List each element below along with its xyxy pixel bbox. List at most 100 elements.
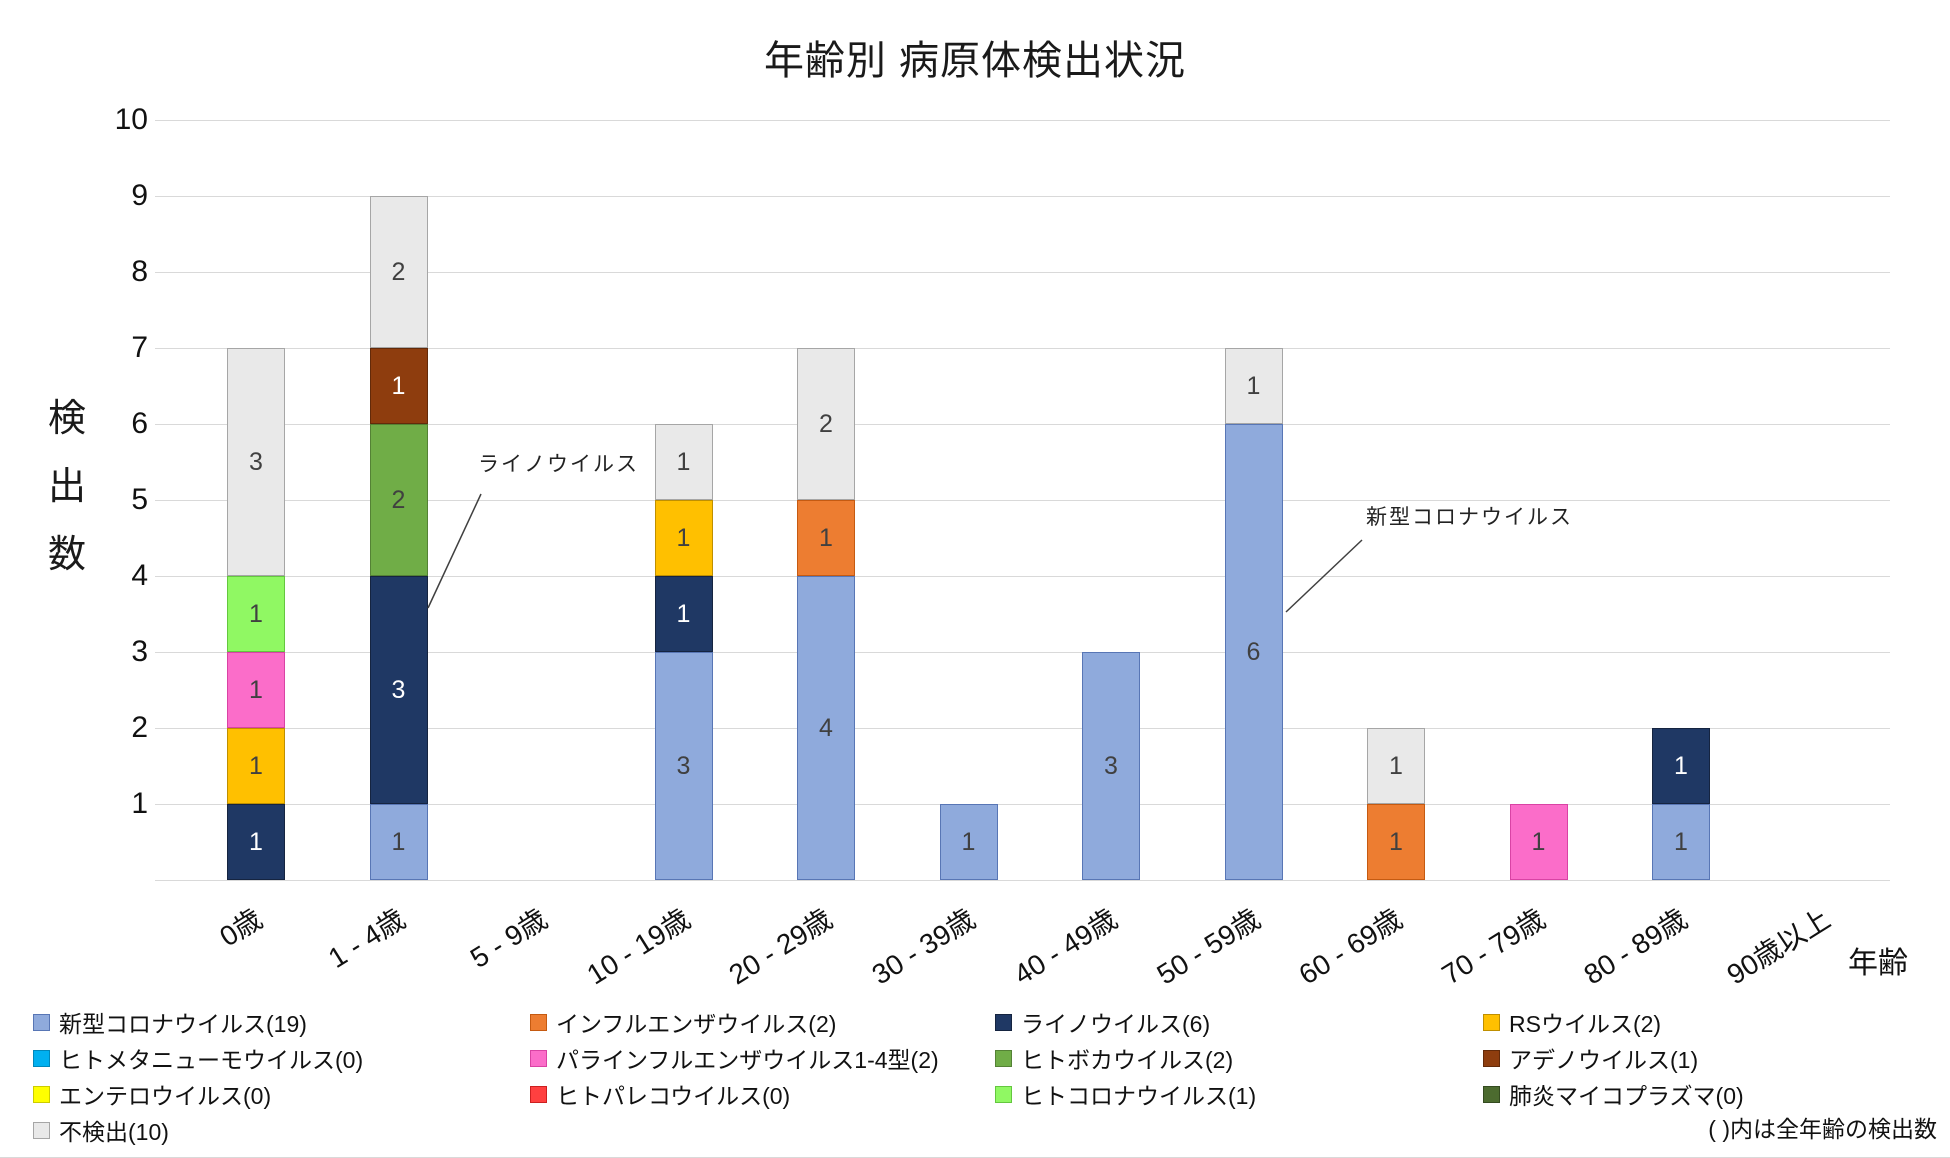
y-axis-title: 検 出 数: [48, 400, 86, 574]
legend-item: ライノウイルス(6): [995, 1005, 1483, 1039]
legend-swatch: [530, 1013, 547, 1031]
legend-swatch: [995, 1085, 1012, 1103]
gridline: [155, 348, 1890, 349]
gridline: [155, 652, 1890, 653]
legend-item: 肺炎マイコプラズマ(0): [1483, 1077, 1933, 1111]
segment-value-label: 1: [249, 751, 263, 780]
bar-segment: 3: [654, 652, 713, 880]
bar-segment: 1: [227, 576, 285, 652]
legend-label: 不検出(10): [59, 1119, 169, 1145]
bar-segment: 1: [797, 500, 855, 576]
legend-label: パラインフルエンザウイルス1-4型(2): [556, 1047, 939, 1073]
legend-swatch: [33, 1085, 50, 1103]
annotation-line: [427, 493, 482, 609]
bar-segment: 1: [369, 804, 428, 880]
bar-segment: 3: [369, 576, 428, 804]
bar-segment: 1: [654, 576, 713, 652]
bar-segment: 1: [227, 804, 285, 880]
segment-value-label: 1: [1531, 827, 1546, 856]
gridline: [155, 272, 1890, 273]
gridline: [155, 804, 1890, 805]
legend-item: 不検出(10): [33, 1113, 530, 1147]
legend-label: ヒトパレコウイルス(0): [556, 1083, 791, 1109]
y-tick-label: 5: [131, 483, 148, 516]
annotation-label: ライノウイルス: [478, 453, 639, 476]
gridline: [155, 728, 1890, 729]
gridline: [155, 196, 1890, 197]
legend-item: エンテロウイルス(0): [33, 1077, 530, 1111]
legend-item: 新型コロナウイルス(19): [33, 1005, 530, 1039]
legend-label: インフルエンザウイルス(2): [556, 1011, 837, 1037]
y-axis-title-char: 検: [48, 398, 87, 440]
legend-item: アデノウイルス(1): [1483, 1041, 1933, 1075]
segment-value-label: 1: [1246, 371, 1261, 400]
segment-value-label: 1: [676, 523, 691, 552]
bar-segment: 2: [369, 424, 428, 576]
legend-item: ヒトボカウイルス(2): [995, 1041, 1483, 1075]
chart-title: 年齢別 病原体検出状況: [763, 39, 1187, 83]
segment-value-label: 3: [676, 751, 691, 780]
segment-value-label: 1: [249, 827, 263, 856]
segment-value-label: 2: [819, 409, 833, 438]
x-axis-title: 年齢: [1848, 947, 1908, 980]
segment-value-label: 1: [961, 827, 976, 856]
gridline: [155, 120, 1890, 121]
y-axis-title-char: 出: [48, 466, 87, 508]
segment-value-label: 6: [1246, 637, 1261, 666]
segment-value-label: 1: [819, 523, 833, 552]
segment-value-label: 1: [1674, 827, 1688, 856]
legend-swatch: [1483, 1049, 1500, 1067]
legend-label: エンテロウイルス(0): [59, 1083, 272, 1109]
segment-value-label: 3: [391, 675, 406, 704]
legend-label: ヒトボカウイルス(2): [1021, 1047, 1234, 1073]
segment-value-label: 1: [249, 599, 263, 628]
bar-segment: 1: [227, 728, 285, 804]
legend-item: インフルエンザウイルス(2): [530, 1005, 995, 1039]
annotation-label: 新型コロナウイルス: [1366, 506, 1573, 529]
segment-value-label: 3: [1104, 751, 1118, 780]
legend-label: RSウイルス(2): [1509, 1011, 1662, 1037]
bar-segment: 1: [1509, 804, 1568, 880]
segment-value-label: 2: [391, 485, 406, 514]
bar-segment: 1: [654, 500, 713, 576]
segment-value-label: 1: [1389, 751, 1403, 780]
legend-label: ライノウイルス(6): [1021, 1011, 1211, 1037]
legend-swatch: [1483, 1013, 1500, 1031]
segment-value-label: 1: [391, 827, 406, 856]
bar-segment: 2: [369, 196, 428, 348]
legend-item: パラインフルエンザウイルス1-4型(2): [530, 1041, 995, 1075]
legend-label: アデノウイルス(1): [1509, 1047, 1699, 1073]
legend-swatch: [33, 1049, 50, 1067]
bar-segment: 3: [227, 348, 285, 576]
y-tick-label: 1: [131, 787, 148, 820]
legend-swatch: [995, 1049, 1012, 1067]
bar-segment: 6: [1224, 424, 1283, 880]
y-tick-label: 6: [131, 407, 148, 440]
legend-swatch: [33, 1013, 50, 1031]
x-axis-line: [155, 880, 1890, 881]
bar-segment: 2: [797, 348, 855, 500]
segment-value-label: 2: [391, 257, 406, 286]
gridline: [155, 576, 1890, 577]
bar-segment: 1: [939, 804, 998, 880]
legend-label: ヒトコロナウイルス(1): [1021, 1083, 1257, 1109]
legend-label: 新型コロナウイルス(19): [59, 1011, 307, 1037]
bar-segment: 1: [1367, 804, 1425, 880]
y-axis-title-char: 数: [48, 534, 87, 576]
y-tick-label: 7: [131, 331, 148, 364]
bar-segment: 1: [227, 652, 285, 728]
legend-swatch: [530, 1085, 547, 1103]
legend-item: ヒトメタニューモウイルス(0): [33, 1041, 530, 1075]
y-tick-label: 4: [131, 559, 148, 592]
bar-segment: 1: [1652, 728, 1710, 804]
segment-value-label: 1: [249, 675, 263, 704]
bar-segment: 4: [797, 576, 855, 880]
legend-footnote: ( )内は全年齢の検出数: [1708, 1116, 1937, 1142]
legend-swatch: [1483, 1085, 1500, 1103]
gridline: [155, 500, 1890, 501]
segment-value-label: 4: [819, 713, 833, 742]
y-tick-label: 2: [131, 711, 148, 744]
legend-item: RSウイルス(2): [1483, 1005, 1933, 1039]
y-tick-label: 10: [114, 103, 148, 136]
legend-swatch: [530, 1049, 547, 1067]
